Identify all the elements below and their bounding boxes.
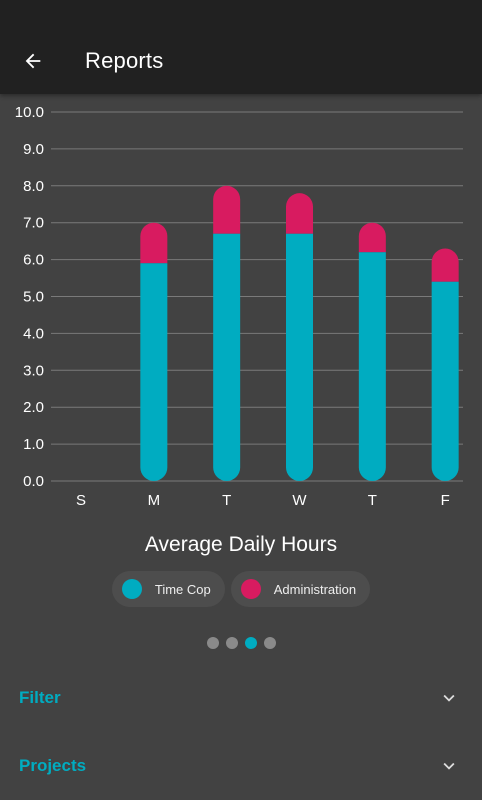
bar-segment-administration[interactable] [213,185,241,234]
bar-segment-time-cop[interactable] [358,252,386,481]
chart-title: Average Daily Hours [144,533,338,556]
y-tick-label: 5.0 [23,289,44,306]
y-tick-label: 2.0 [23,399,44,416]
bar-segment-administration[interactable] [140,222,168,264]
bar-segment-time-cop[interactable] [431,281,459,481]
y-tick-label: 10.0 [15,104,44,121]
y-tick-label: 8.0 [23,178,44,195]
chevron-down-icon [443,694,455,702]
x-tick-label: F [441,492,450,509]
projects-section-header[interactable]: Projects [0,736,482,796]
filter-section-header[interactable]: Filter [0,668,482,728]
bar-segment-administration[interactable] [286,193,313,234]
x-tick-label: T [368,492,377,509]
page-dot-1[interactable] [206,637,219,649]
chart-legend: Time Cop Administration [0,571,482,607]
legend-label-administration: Administration [273,581,357,597]
bar-segment-administration[interactable] [431,248,459,282]
bar-segment-time-cop[interactable] [213,233,241,481]
page-dot-3[interactable] [244,637,257,649]
y-tick-label: 1.0 [23,436,44,453]
legend-swatch-administration [240,579,261,599]
projects-label: Projects [19,756,87,775]
bar-segment-administration[interactable] [358,222,386,253]
daily-hours-chart: 0.0 1.0 2.0 3.0 4.0 5.0 6.0 7.0 8.0 9.0 10.0 S M T W T F… [15,104,463,509]
page-indicator [0,637,482,649]
y-tick-label: 7.0 [23,215,44,232]
y-tick-label: 6.0 [23,252,44,269]
y-tick-label: 4.0 [23,325,44,342]
filter-label: Filter [19,688,61,707]
back-button[interactable] [14,44,52,78]
page-dot-2[interactable] [225,637,238,649]
x-tick-label: S [76,492,86,509]
y-tick-label: 0.0 [23,473,44,490]
legend-swatch-time-cop [121,579,142,599]
y-tick-label: 9.0 [23,141,44,158]
bar-segment-time-cop[interactable] [140,263,168,481]
legend-item-time-cop[interactable]: Time Cop [111,571,225,607]
page-dot-4[interactable] [263,637,276,649]
y-tick-label: 3.0 [23,362,44,379]
chevron-down-icon [443,762,455,770]
x-tick-label: W [292,492,307,509]
legend-item-administration[interactable]: Administration [230,571,371,607]
bar-segment-time-cop[interactable] [286,233,313,481]
page-title: Reports [85,48,164,73]
arrow-back-icon [25,53,41,69]
x-tick-label: M [148,492,161,509]
legend-label-time-cop: Time Cop [154,581,211,597]
x-tick-label: T [222,492,231,509]
app-bar: Reports [0,0,482,94]
